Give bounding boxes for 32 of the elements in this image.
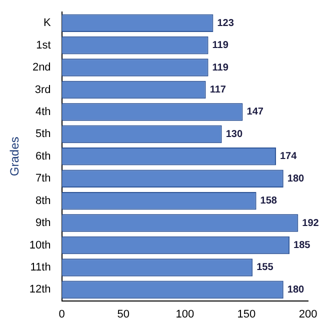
x-tick-label: 200 bbox=[298, 308, 318, 320]
data-label: 119 bbox=[212, 40, 229, 52]
data-label: 158 bbox=[260, 196, 278, 207]
data-label: 130 bbox=[226, 128, 243, 140]
y-tick-label: 3rd bbox=[34, 84, 51, 96]
x-tick-label: 100 bbox=[176, 308, 194, 320]
data-label: 185 bbox=[294, 240, 311, 252]
y-tick-label: K bbox=[43, 17, 52, 30]
y-axis-title: Grades bbox=[8, 136, 22, 176]
y-tick-label: 4th bbox=[36, 106, 51, 118]
y-tick-label: 7th bbox=[36, 172, 51, 185]
y-tick-label: 10th bbox=[29, 239, 51, 252]
x-tick-label: 50 bbox=[117, 308, 130, 320]
data-label: 117 bbox=[210, 84, 226, 96]
data-label: 180 bbox=[287, 173, 305, 184]
data-label: 192 bbox=[302, 218, 320, 229]
data-label: 155 bbox=[256, 262, 274, 274]
data-label: 147 bbox=[246, 106, 264, 118]
y-tick-label: 12th bbox=[29, 284, 51, 296]
data-label: 174 bbox=[280, 151, 298, 162]
x-tick-label: 0 bbox=[58, 308, 65, 320]
y-tick-label: 8th bbox=[36, 194, 51, 207]
x-tick-label: 150 bbox=[237, 308, 256, 320]
y-tick-label: 1st bbox=[36, 39, 51, 52]
data-label: 119 bbox=[212, 62, 229, 74]
data-label: 123 bbox=[217, 18, 234, 29]
y-tick-label: 9th bbox=[36, 217, 51, 230]
y-tick-label: 2nd bbox=[32, 62, 51, 74]
y-tick-label: 5th bbox=[36, 128, 51, 140]
data-label: 180 bbox=[287, 284, 305, 296]
y-tick-label: 11th bbox=[30, 262, 51, 274]
y-tick-label: 6th bbox=[36, 150, 51, 162]
